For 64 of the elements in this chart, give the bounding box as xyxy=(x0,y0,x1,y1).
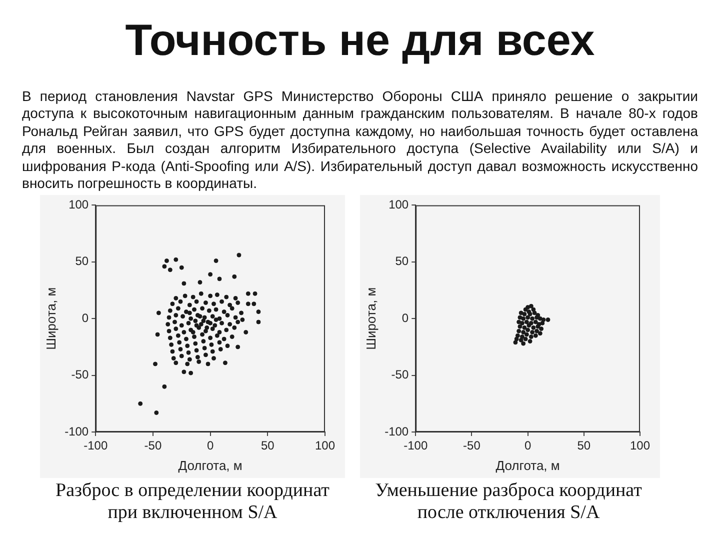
y-axis-title: Широта, м xyxy=(43,287,58,350)
point xyxy=(521,330,526,334)
point xyxy=(518,315,522,320)
text: Разброс в определении координат при включенном S/A xyxy=(54,480,330,524)
text: В период становления Navstar GPS Министерство Обороны США приняло решение о закрытии доступа к высокоточным навигационным данным гражданским пользователям. В начале 80-х годов Рональд Рейган заявил, что GPS будет доступна каждому, но наибольшая точность будет оставлена для военных. Был создан алгоритм Избирательного доступа (Selective Availability или S/A) и шифрования Р-кода (Anti-Spoofing или A/S). Избирательный доступ давал возможность искусственно вносить погрешность в координаты. xyxy=(22,88,698,192)
point xyxy=(538,316,542,321)
point xyxy=(539,326,544,332)
point xyxy=(520,320,524,326)
point xyxy=(534,328,540,334)
y-tick-label: -50 xyxy=(391,368,409,382)
x-tick-label: 50 xyxy=(260,438,275,453)
point xyxy=(526,328,530,332)
x-axis-title: Долгота, м xyxy=(178,458,242,473)
point xyxy=(516,328,522,334)
point xyxy=(526,323,532,328)
point xyxy=(528,339,532,344)
point xyxy=(518,338,524,342)
point xyxy=(530,330,535,334)
x-tick-label: 0 xyxy=(206,438,214,453)
y-tick-label: -100 xyxy=(64,424,89,438)
y-tick-label: -100 xyxy=(384,424,409,438)
point xyxy=(522,312,527,316)
y-tick-label: 100 xyxy=(388,198,409,212)
point xyxy=(546,317,550,322)
point xyxy=(513,340,518,345)
y-tick-label: -50 xyxy=(71,368,89,382)
point xyxy=(521,341,526,346)
y-tick-label: 50 xyxy=(75,254,89,268)
point xyxy=(531,307,536,312)
point xyxy=(516,320,522,324)
x-tick-label: 100 xyxy=(314,438,336,453)
point xyxy=(528,334,534,339)
point xyxy=(526,315,530,320)
text: Уменьшение разброса координат после отключения S/A xyxy=(374,480,643,524)
point xyxy=(514,336,519,342)
x-tick-label: 50 xyxy=(577,438,591,453)
y-tick-label: 0 xyxy=(82,310,89,325)
y-tick-label: 0 xyxy=(402,310,409,325)
point xyxy=(524,320,529,324)
point xyxy=(532,310,537,316)
point xyxy=(540,320,545,326)
point xyxy=(521,316,526,321)
text: Точность не для всех xyxy=(124,15,596,67)
point xyxy=(522,325,527,330)
point xyxy=(523,307,528,312)
point xyxy=(530,316,535,321)
point xyxy=(533,333,538,338)
point xyxy=(538,331,542,336)
point xyxy=(515,333,520,338)
point xyxy=(520,334,524,339)
y-tick-label: 100 xyxy=(68,198,89,212)
y-tick-label: 50 xyxy=(395,254,409,268)
y-axis-title: Широта, м xyxy=(363,287,378,350)
point xyxy=(533,320,538,324)
x-tick-label: 0 xyxy=(524,438,532,453)
x-tick-label: 100 xyxy=(630,438,650,453)
x-tick-label: -50 xyxy=(463,438,481,453)
x-tick-label: -50 xyxy=(144,438,162,453)
point xyxy=(531,325,536,330)
point xyxy=(528,304,534,308)
point xyxy=(524,332,529,337)
point xyxy=(518,324,522,329)
x-axis-title: Долгота, м xyxy=(496,458,560,473)
point xyxy=(523,336,528,342)
